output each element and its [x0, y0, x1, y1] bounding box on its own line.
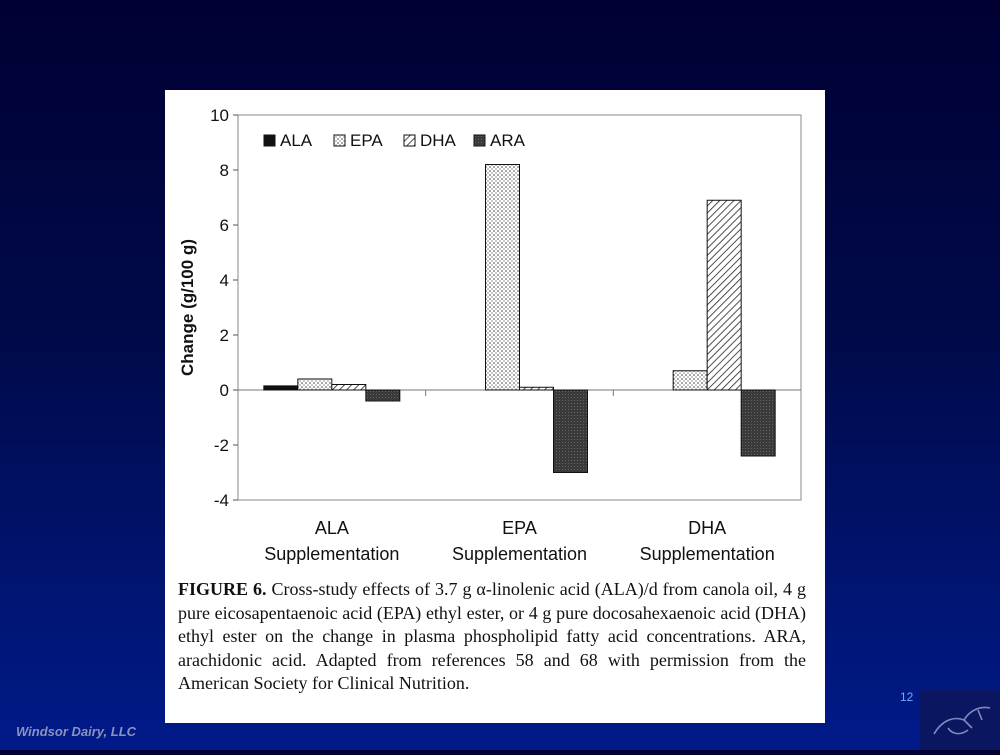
x-category-label: Supplementation	[640, 544, 775, 564]
x-category-label: EPA	[502, 518, 537, 538]
legend-label-ala: ALA	[280, 131, 313, 150]
plot-frame	[237, 114, 802, 501]
bar-ara-1	[365, 389, 401, 402]
y-tick-label: 2	[220, 326, 229, 345]
bar-ara-2	[553, 389, 588, 473]
bar-dha-3	[706, 199, 742, 391]
legend-swatch-ara	[473, 134, 486, 147]
legend-label-epa: EPA	[350, 131, 383, 150]
slide-number: 12	[900, 690, 914, 704]
y-tick-label: 4	[220, 271, 229, 290]
bar-epa-2	[485, 164, 520, 391]
bar-epa-1	[297, 378, 333, 391]
bar-ara-3	[740, 389, 776, 457]
footer-credit: Windsor Dairy, LLC	[16, 724, 137, 739]
x-category-label: ALA	[315, 518, 349, 538]
bar-ala-1	[263, 385, 299, 391]
y-tick-label: 6	[220, 216, 229, 235]
legend-swatch-epa	[333, 134, 346, 147]
figure-panel: -4 -2 0 2 4 6 8 10 Change (g/100 g) ALA Supplement…	[165, 90, 825, 723]
bar-epa-3	[672, 370, 708, 391]
bar-dha-2	[519, 386, 554, 391]
y-tick-label: -2	[214, 436, 229, 455]
y-tick-label: 8	[220, 161, 229, 180]
x-category-label: Supplementation	[264, 544, 399, 564]
y-tick-label: 10	[210, 106, 229, 125]
figure-label: FIGURE 6.	[178, 579, 267, 599]
windsor-logo-icon	[920, 690, 1000, 750]
figure-caption: FIGURE 6. Cross-study effects of 3.7 g α…	[178, 578, 806, 696]
legend-label-dha: DHA	[420, 131, 457, 150]
legend-swatch-dha	[403, 134, 416, 147]
x-category-label: DHA	[688, 518, 726, 538]
caption-text: Cross-study effects of 3.7 g α-linolenic…	[178, 579, 806, 693]
x-category-label: Supplementation	[452, 544, 587, 564]
bar-dha-1	[331, 384, 367, 391]
y-tick-label: -4	[214, 491, 229, 510]
legend-swatch-ala	[263, 134, 276, 147]
y-tick-label: 0	[220, 381, 229, 400]
legend-label-ara: ARA	[490, 131, 526, 150]
y-axis-label: Change (g/100 g)	[178, 239, 197, 376]
bar-chart: -4 -2 0 2 4 6 8 10 Change (g/100 g) ALA Supplement…	[178, 106, 802, 564]
